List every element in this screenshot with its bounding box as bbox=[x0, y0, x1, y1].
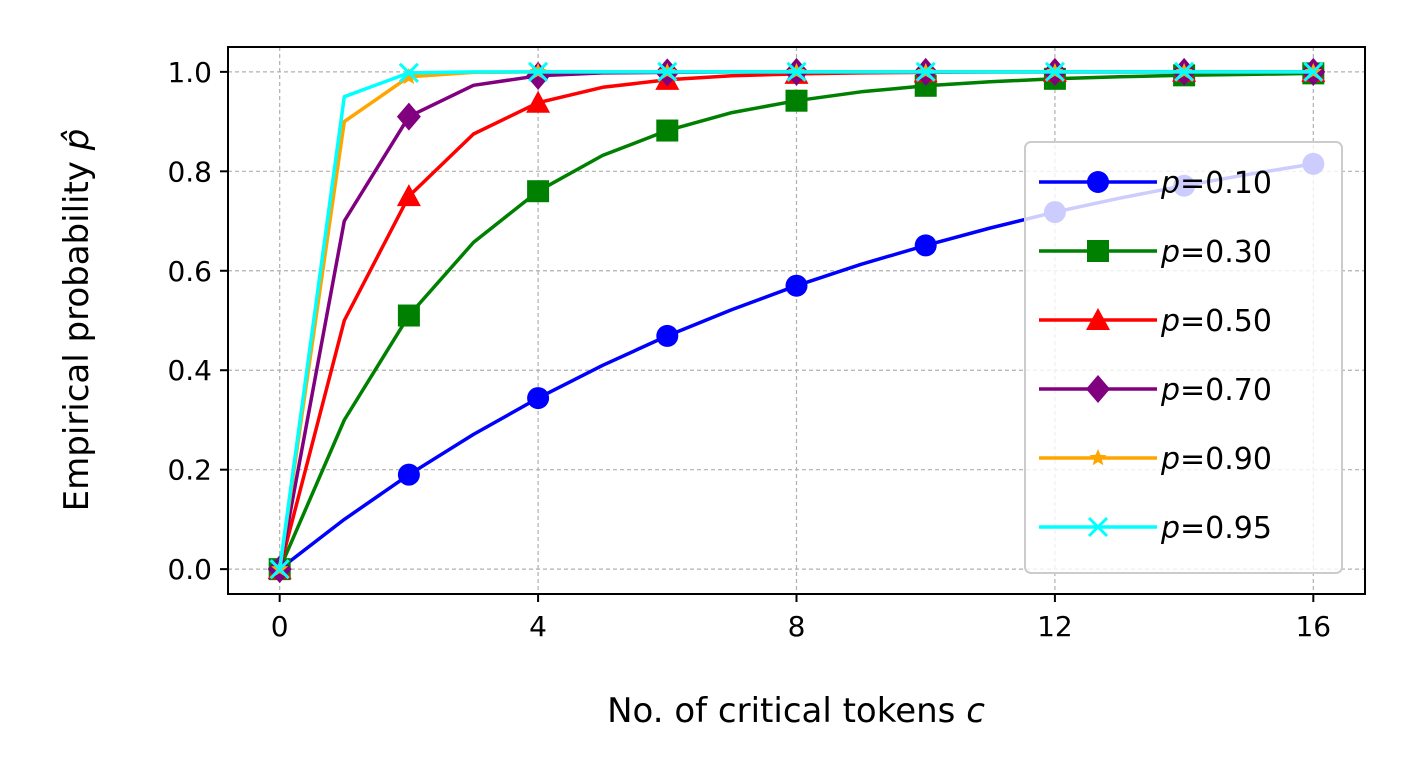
legend-entry: p=0.30 bbox=[1039, 235, 1272, 270]
y-axis-label: Empirical probability p̂ bbox=[57, 129, 97, 512]
data-point bbox=[397, 463, 420, 486]
data-point bbox=[526, 90, 551, 113]
y-tick-label: 0.4 bbox=[167, 354, 212, 387]
data-point bbox=[1174, 61, 1195, 82]
x-tick-label: 12 bbox=[1037, 610, 1073, 643]
series-5 bbox=[269, 61, 1324, 580]
data-point bbox=[269, 559, 290, 580]
y-tick-label: 0.2 bbox=[167, 454, 212, 487]
data-point bbox=[528, 61, 549, 82]
x-tick-label: 8 bbox=[788, 610, 806, 643]
legend-label: p=0.50 bbox=[1160, 304, 1272, 339]
data-point bbox=[656, 119, 679, 142]
legend-label: p=0.90 bbox=[1160, 442, 1272, 477]
y-tick-label: 0.8 bbox=[167, 155, 212, 188]
legend-entry: p=0.90 bbox=[1039, 442, 1272, 477]
y-tick-label: 0.6 bbox=[167, 255, 212, 288]
y-tick-label: 1.0 bbox=[167, 56, 212, 89]
data-point bbox=[786, 61, 807, 82]
y-tick-label: 0.0 bbox=[167, 553, 212, 586]
x-axis-label: No. of critical tokens c bbox=[607, 691, 985, 731]
data-point bbox=[915, 61, 936, 82]
legend-label: p=0.30 bbox=[1160, 235, 1272, 270]
legend-box bbox=[1024, 141, 1343, 574]
x-tick-label: 4 bbox=[529, 610, 547, 643]
data-point bbox=[396, 102, 421, 131]
legend-marker bbox=[1087, 516, 1109, 538]
data-point bbox=[914, 234, 937, 257]
data-point bbox=[656, 324, 679, 347]
legend-marker bbox=[1086, 308, 1110, 330]
data-point bbox=[527, 180, 550, 203]
legend-marker bbox=[1089, 449, 1107, 466]
data-point bbox=[527, 387, 550, 410]
data-point bbox=[396, 184, 421, 207]
x-tick-label: 0 bbox=[271, 610, 289, 643]
data-point bbox=[657, 61, 678, 82]
legend-marker bbox=[1086, 375, 1110, 403]
data-point bbox=[398, 62, 419, 83]
data-point bbox=[785, 89, 808, 112]
ticks: 0 4 8 12 16 0.0 0.2 0.4 0.6 0.8 1.0 bbox=[167, 56, 1331, 643]
legend-marker bbox=[1087, 240, 1109, 262]
legend-entry: p=0.10 bbox=[1039, 166, 1272, 201]
legend-marker bbox=[1087, 171, 1109, 193]
legend-entry: p=0.95 bbox=[1039, 511, 1272, 546]
data-point bbox=[397, 304, 420, 327]
legend-entry: p=0.70 bbox=[1039, 373, 1272, 408]
data-point bbox=[1303, 61, 1324, 82]
legend-label: p=0.10 bbox=[1160, 166, 1272, 201]
x-tick-label: 16 bbox=[1295, 610, 1331, 643]
legend-label: p=0.70 bbox=[1160, 373, 1272, 408]
legend-label: p=0.95 bbox=[1160, 511, 1272, 546]
data-point bbox=[785, 274, 808, 297]
legend-entry: p=0.50 bbox=[1039, 304, 1272, 339]
data-point bbox=[400, 67, 418, 85]
data-point bbox=[1044, 61, 1065, 82]
legend: p=0.10 p=0.30 p=0.50 p=0.70 p=0.90 p=0.95 bbox=[1024, 141, 1343, 574]
